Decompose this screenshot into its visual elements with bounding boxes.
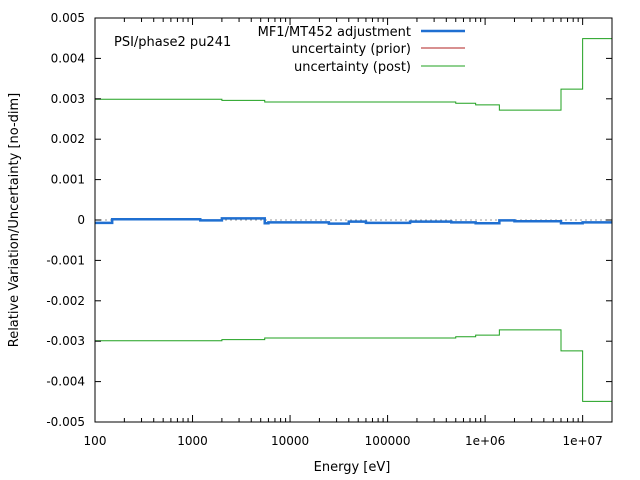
series-line-uncertainty-post- (95, 38, 612, 111)
y-tick-label: -0.005 (46, 415, 85, 429)
y-tick-label: -0.002 (46, 294, 85, 308)
x-tick-label: 100 (84, 434, 107, 448)
x-axis-label: Energy [eV] (314, 460, 391, 475)
y-tick-label: -0.004 (46, 375, 85, 389)
legend-label-prior: uncertainty (prior) (292, 42, 411, 57)
x-tick-label: 10000 (271, 434, 309, 448)
y-tick-label: 0.001 (51, 173, 85, 187)
ticks-layer: 0.005 0.004 0.003 0.002 0.001 0 -0.001 -0.002 -0… (46, 11, 612, 448)
series-line-uncertainty-post--lower (95, 329, 612, 402)
y-tick-label: -0.001 (46, 253, 85, 267)
x-tick-label: 1000 (177, 434, 208, 448)
y-tick-label: 0.005 (51, 11, 85, 25)
x-tick-label: 100000 (365, 434, 411, 448)
y-tick-label: 0.003 (51, 92, 85, 106)
y-tick-label: 0 (77, 213, 85, 227)
y-tick-label: 0.004 (51, 51, 85, 65)
x-tick-label: 1e+06 (465, 434, 505, 448)
y-tick-label: -0.003 (46, 334, 85, 348)
series-line-mf1-mt452-adjustment (95, 217, 612, 225)
legend-label-post: uncertainty (post) (294, 60, 411, 75)
x-tick-label: 1e+07 (562, 434, 602, 448)
legend-label-adjustment: MF1/MT452 adjustment (258, 25, 411, 40)
legend: MF1/MT452 adjustment uncertainty (prior)… (258, 25, 465, 75)
series-layer (95, 38, 612, 402)
y-axis-label: Relative Variation/Uncertainty [no-dim] (7, 93, 22, 348)
y-tick-label: 0.002 (51, 132, 85, 146)
plot-annotation: PSI/phase2 pu241 (114, 35, 231, 50)
